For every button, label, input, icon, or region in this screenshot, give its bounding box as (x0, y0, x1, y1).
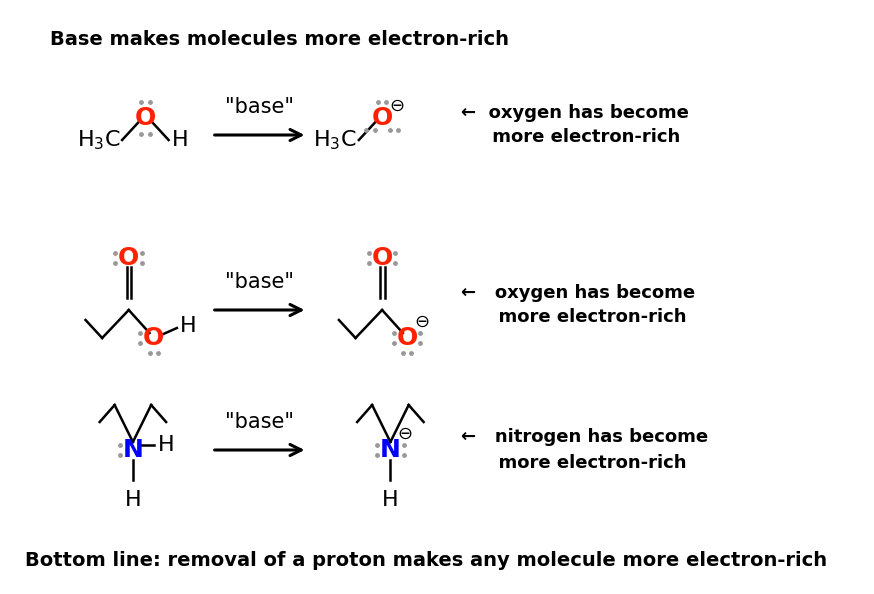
Text: ⊖: ⊖ (414, 313, 429, 331)
Text: O: O (397, 326, 418, 350)
Text: O: O (143, 326, 164, 350)
Text: O: O (135, 106, 156, 130)
Text: Bottom line: removal of a proton makes any molecule more electron-rich: Bottom line: removal of a proton makes a… (25, 551, 827, 570)
Text: ⊖: ⊖ (398, 425, 413, 443)
Text: H: H (125, 490, 142, 510)
Text: H$_3$C: H$_3$C (314, 128, 357, 152)
Text: ←   nitrogen has become
      more electron-rich: ← nitrogen has become more electron-rich (461, 428, 708, 472)
Text: Base makes molecules more electron-rich: Base makes molecules more electron-rich (50, 30, 509, 49)
Text: ←   oxygen has become
      more electron-rich: ← oxygen has become more electron-rich (461, 283, 695, 327)
Text: "base": "base" (225, 97, 294, 117)
Text: H$_3$C: H$_3$C (77, 128, 121, 152)
Text: O: O (371, 106, 392, 130)
Text: "base": "base" (225, 412, 294, 432)
Text: H: H (382, 490, 399, 510)
Text: H: H (180, 316, 197, 336)
Text: ⊖: ⊖ (390, 97, 405, 115)
Text: "base": "base" (225, 272, 294, 292)
Text: N: N (380, 438, 401, 462)
Text: H: H (172, 130, 189, 150)
Text: ←  oxygen has become
     more electron-rich: ← oxygen has become more electron-rich (461, 103, 689, 147)
Text: N: N (122, 438, 143, 462)
Text: O: O (118, 246, 139, 270)
Text: O: O (371, 246, 392, 270)
Text: H: H (158, 435, 175, 455)
